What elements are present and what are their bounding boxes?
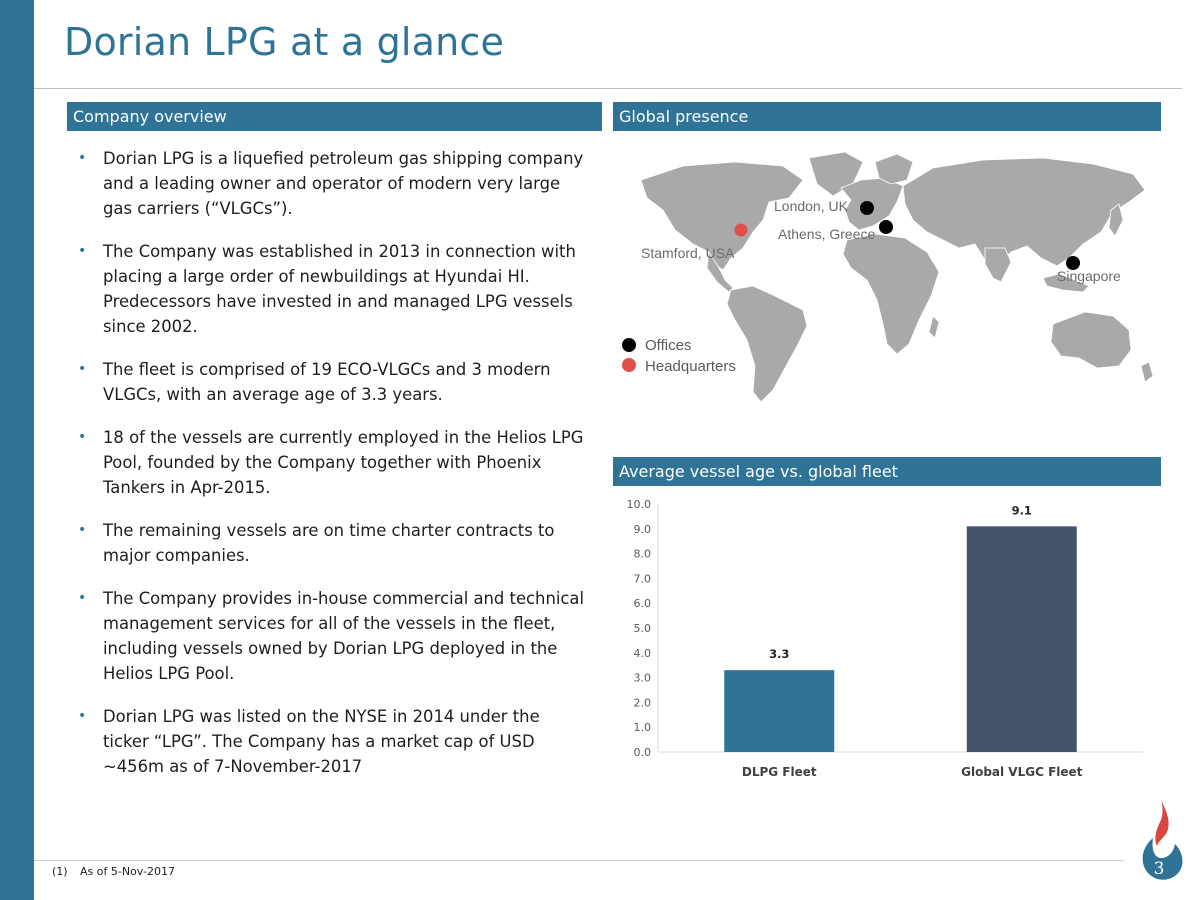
athens-office-marker[interactable] [879, 220, 893, 234]
page-title: Dorian LPG at a glance [64, 20, 505, 64]
y-tick-label: 4.0 [634, 647, 652, 660]
y-tick-label: 9.0 [634, 523, 652, 536]
singapore-label: Singapore [1057, 268, 1121, 284]
bullet-icon: • [78, 243, 87, 259]
y-tick-label: 8.0 [634, 548, 652, 561]
y-tick-label: 3.0 [634, 672, 652, 685]
footer-divider [34, 860, 1124, 861]
bullet-text: 18 of the vessels are currently employed… [103, 428, 584, 497]
athens-label: Athens, Greece [778, 226, 875, 242]
stamford-label: Stamford, USA [641, 245, 735, 261]
overview-bullet: • Dorian LPG is a liquefied petroleum gas… [78, 146, 588, 221]
bullet-text: Dorian LPG is a liquefied petroleum gas … [103, 149, 584, 218]
y-tick-label: 7.0 [634, 572, 652, 585]
offices-legend-marker [622, 338, 636, 352]
bar-value-label: 3.3 [769, 647, 789, 661]
global-presence-header: Global presence [613, 102, 1161, 131]
bar-2 [966, 526, 1077, 752]
overview-bullet: • The Company was established in 2013 in … [78, 239, 588, 339]
headquarters-legend-label: Headquarters [645, 358, 736, 375]
y-tick-label: 10.0 [627, 498, 652, 511]
company-overview-header: Company overview [67, 102, 602, 131]
london-office-marker[interactable] [860, 201, 874, 215]
bullet-text: The Company was established in 2013 in c… [103, 242, 576, 336]
bullet-text: The remaining vessels are on time charte… [103, 521, 555, 565]
y-tick-label: 6.0 [634, 597, 652, 610]
vessel-age-chart-header: Average vessel age vs. global fleet [613, 457, 1161, 486]
vessel-age-bar-chart: 0.0 1.0 2.0 3.0 4.0 5.0 6.0 7.0 8.0 9.0 10.0 3.3 DLP… [627, 498, 1143, 779]
bullet-icon: • [78, 361, 87, 377]
overview-bullet: • Dorian LPG was listed on the NYSE in 20… [78, 704, 588, 779]
singapore-office-marker[interactable] [1066, 256, 1080, 270]
bullet-icon: • [78, 429, 87, 445]
overview-bullet: • The Company provides in-house commercia… [78, 586, 588, 686]
stamford-headquarters-marker[interactable] [734, 223, 748, 237]
overview-bullet: • The remaining vessels are on time chart… [78, 518, 588, 568]
bullet-text: Dorian LPG was listed on the NYSE in 201… [103, 707, 540, 776]
dorian-lpg-logo: 3 [1142, 800, 1183, 880]
y-tick-label: 0.0 [634, 746, 652, 759]
headquarters-legend-marker [622, 358, 636, 372]
world-map: London, UK Athens, Greece Stamford, USA … [622, 151, 1154, 403]
footnote: (1) As of 5-Nov-2017 [52, 865, 175, 878]
y-tick-label: 2.0 [634, 696, 652, 709]
x-category-label: Global VLGC Fleet [961, 765, 1083, 779]
bullet-icon: • [78, 590, 87, 606]
world-landmass [640, 151, 1154, 403]
offices-legend-label: Offices [645, 337, 691, 354]
footnote-text: As of 5-Nov-2017 [80, 865, 175, 878]
bullet-icon: • [78, 708, 87, 724]
footnote-number: (1) [52, 865, 68, 878]
bullet-icon: • [78, 522, 87, 538]
overview-bullet: • 18 of the vessels are currently employe… [78, 425, 588, 500]
bar-1 [724, 670, 835, 752]
x-category-label: DLPG Fleet [742, 765, 817, 779]
london-label: London, UK [774, 198, 849, 214]
y-tick-label: 1.0 [634, 721, 652, 734]
left-accent-bar [0, 0, 34, 900]
bullet-text: The Company provides in-house commercial… [103, 589, 584, 683]
title-divider [34, 88, 1182, 89]
bar-value-label: 9.1 [1012, 503, 1032, 517]
page-number: 3 [1154, 859, 1165, 879]
y-tick-label: 5.0 [634, 622, 652, 635]
overview-bullet: • The fleet is comprised of 19 ECO-VLGCs … [78, 357, 588, 407]
bullet-icon: • [78, 150, 87, 166]
bullet-text: The fleet is comprised of 19 ECO-VLGCs a… [103, 360, 551, 404]
overview-bullet-list: • Dorian LPG is a liquefied petroleum gas… [78, 146, 588, 797]
